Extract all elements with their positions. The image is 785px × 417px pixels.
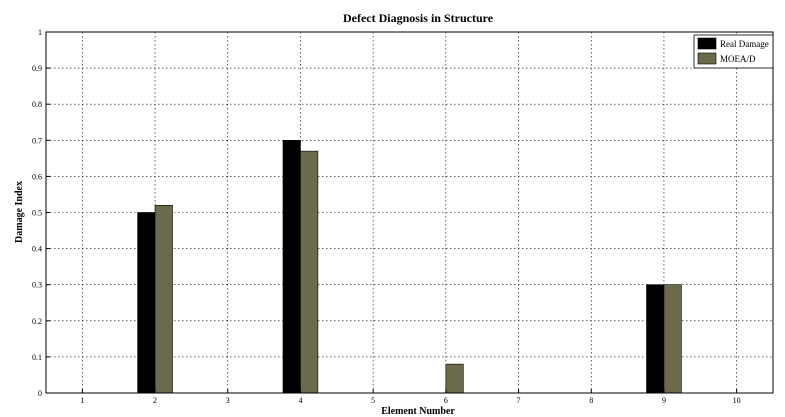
x-tick-label: 4 bbox=[298, 396, 302, 405]
y-tick-label: 0.6 bbox=[32, 172, 42, 181]
y-tick-label: 0.9 bbox=[32, 64, 42, 73]
x-tick-label: 3 bbox=[226, 396, 230, 405]
legend: Real Damage MOEA/D bbox=[693, 34, 774, 69]
chart-title: Defect Diagnosis in Structure bbox=[343, 11, 494, 25]
y-axis-label: Damage Index bbox=[14, 181, 25, 243]
x-tick-label: 10 bbox=[733, 396, 741, 405]
y-tick-label: 0.4 bbox=[32, 245, 42, 254]
y-tick-label: 0.8 bbox=[32, 100, 42, 109]
x-tick-label: 9 bbox=[662, 396, 666, 405]
bars bbox=[137, 140, 682, 394]
legend-label: MOEA/D bbox=[720, 54, 756, 64]
legend-label: Real Damage bbox=[720, 39, 769, 49]
x-tick-label: 1 bbox=[80, 396, 84, 405]
y-tick-label: 0.7 bbox=[32, 136, 42, 145]
bar-real-damage-2 bbox=[137, 212, 156, 394]
y-tick-label: 0.1 bbox=[32, 353, 42, 362]
y-tick-label: 1 bbox=[38, 28, 42, 37]
y-axis-ticks: 0 0.1 0.2 0.3 0.4 0.5 0.6 0.7 0.8 0.9 1 bbox=[32, 28, 50, 398]
y-tick-label: 0.5 bbox=[32, 209, 42, 218]
x-tick-label: 6 bbox=[444, 396, 448, 405]
x-tick-label: 2 bbox=[153, 396, 157, 405]
x-axis-ticks: 1 2 3 4 5 6 7 8 9 10 bbox=[80, 389, 741, 405]
y-tick-label: 0.2 bbox=[32, 317, 42, 326]
bar-moea-d-4 bbox=[300, 150, 319, 394]
x-tick-label: 7 bbox=[517, 396, 521, 405]
bar-moea-d-6 bbox=[445, 363, 464, 394]
y-tick-label: 0.3 bbox=[32, 281, 42, 290]
legend-swatch bbox=[697, 37, 717, 50]
x-tick-label: 8 bbox=[589, 396, 593, 405]
legend-swatch bbox=[697, 52, 717, 65]
y-tick-label: 0 bbox=[38, 389, 42, 398]
x-tick-label: 5 bbox=[371, 396, 375, 405]
bar-real-damage-4 bbox=[282, 140, 301, 394]
bar-real-damage-9 bbox=[646, 284, 665, 394]
bar-moea-d-9 bbox=[663, 284, 682, 394]
x-axis-label: Element Number bbox=[381, 406, 455, 417]
bar-moea-d-2 bbox=[154, 204, 173, 394]
